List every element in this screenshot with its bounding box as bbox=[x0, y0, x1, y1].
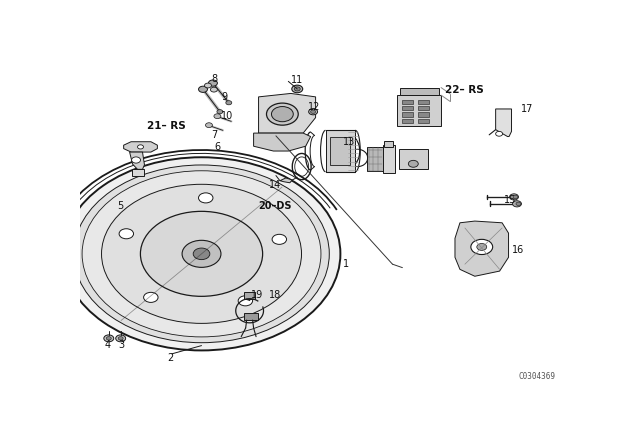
Polygon shape bbox=[495, 109, 511, 137]
Polygon shape bbox=[280, 178, 292, 183]
Circle shape bbox=[102, 184, 301, 323]
Polygon shape bbox=[129, 152, 145, 169]
Polygon shape bbox=[132, 169, 145, 176]
Polygon shape bbox=[124, 142, 157, 152]
Text: 9: 9 bbox=[221, 92, 227, 102]
Polygon shape bbox=[253, 133, 310, 151]
Circle shape bbox=[217, 110, 223, 114]
Polygon shape bbox=[244, 313, 257, 320]
Polygon shape bbox=[403, 100, 413, 104]
Text: 14: 14 bbox=[269, 180, 281, 190]
Circle shape bbox=[205, 123, 212, 128]
Circle shape bbox=[272, 234, 287, 244]
Circle shape bbox=[193, 248, 210, 260]
Circle shape bbox=[211, 87, 218, 92]
Circle shape bbox=[140, 211, 262, 296]
Circle shape bbox=[116, 335, 125, 342]
Text: 10: 10 bbox=[221, 111, 234, 121]
Text: 18: 18 bbox=[269, 290, 281, 300]
Text: 3: 3 bbox=[118, 340, 125, 350]
Text: 20–DS: 20–DS bbox=[259, 201, 292, 211]
Circle shape bbox=[104, 335, 114, 342]
Text: 21– RS: 21– RS bbox=[147, 121, 186, 131]
Polygon shape bbox=[397, 95, 441, 126]
Text: 5: 5 bbox=[117, 201, 124, 211]
Text: 22– RS: 22– RS bbox=[445, 85, 483, 95]
Circle shape bbox=[198, 86, 207, 92]
Circle shape bbox=[408, 160, 419, 167]
Polygon shape bbox=[326, 130, 355, 172]
Circle shape bbox=[513, 195, 518, 198]
Polygon shape bbox=[259, 94, 316, 133]
Polygon shape bbox=[419, 106, 429, 110]
Polygon shape bbox=[419, 100, 429, 104]
Polygon shape bbox=[455, 221, 509, 276]
Polygon shape bbox=[367, 147, 383, 171]
Text: 1: 1 bbox=[343, 259, 349, 269]
Polygon shape bbox=[383, 145, 396, 173]
Polygon shape bbox=[384, 141, 392, 147]
Text: 7: 7 bbox=[211, 130, 218, 140]
Polygon shape bbox=[400, 87, 438, 95]
Circle shape bbox=[143, 293, 158, 302]
Circle shape bbox=[119, 229, 134, 239]
Circle shape bbox=[182, 240, 221, 267]
Circle shape bbox=[495, 131, 502, 136]
Circle shape bbox=[132, 157, 141, 163]
Circle shape bbox=[226, 101, 232, 105]
Text: 19: 19 bbox=[251, 290, 264, 300]
Circle shape bbox=[198, 193, 213, 203]
Polygon shape bbox=[49, 225, 63, 241]
Text: 4: 4 bbox=[105, 340, 111, 350]
Circle shape bbox=[214, 114, 221, 119]
Circle shape bbox=[82, 171, 321, 337]
Polygon shape bbox=[403, 106, 413, 110]
Circle shape bbox=[106, 336, 111, 340]
Circle shape bbox=[138, 145, 143, 149]
Polygon shape bbox=[330, 137, 350, 165]
Circle shape bbox=[266, 103, 298, 125]
Text: 12: 12 bbox=[308, 102, 321, 112]
Polygon shape bbox=[403, 112, 413, 116]
Text: C0304369: C0304369 bbox=[519, 372, 556, 381]
Circle shape bbox=[516, 202, 521, 206]
Circle shape bbox=[310, 110, 316, 113]
Circle shape bbox=[308, 108, 317, 115]
Circle shape bbox=[118, 336, 123, 340]
Polygon shape bbox=[419, 112, 429, 116]
Text: 17: 17 bbox=[522, 104, 534, 114]
Text: 6: 6 bbox=[214, 142, 220, 152]
Circle shape bbox=[238, 296, 253, 306]
Circle shape bbox=[477, 243, 487, 250]
Polygon shape bbox=[244, 292, 255, 299]
Text: 2: 2 bbox=[167, 353, 173, 363]
Circle shape bbox=[471, 239, 493, 254]
Circle shape bbox=[205, 83, 211, 88]
Text: 13: 13 bbox=[343, 137, 355, 147]
Polygon shape bbox=[419, 119, 429, 123]
Text: 16: 16 bbox=[511, 246, 524, 255]
Text: 8: 8 bbox=[211, 73, 218, 84]
Circle shape bbox=[292, 85, 303, 93]
Circle shape bbox=[63, 157, 340, 350]
Circle shape bbox=[209, 80, 218, 86]
Circle shape bbox=[74, 165, 330, 343]
Text: 11: 11 bbox=[291, 75, 303, 85]
Circle shape bbox=[509, 194, 518, 200]
Text: 15: 15 bbox=[504, 195, 516, 205]
Circle shape bbox=[294, 87, 300, 91]
Polygon shape bbox=[399, 149, 428, 169]
Polygon shape bbox=[403, 119, 413, 123]
Circle shape bbox=[513, 201, 522, 207]
Circle shape bbox=[271, 107, 293, 122]
